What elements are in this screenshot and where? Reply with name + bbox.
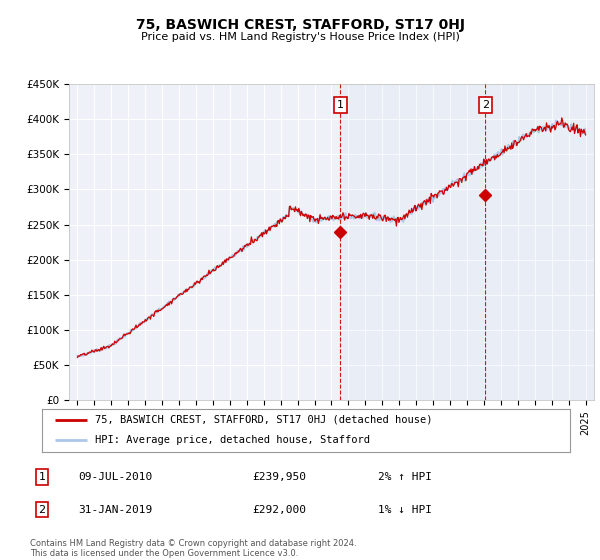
Text: 1: 1 [38,472,46,482]
Text: HPI: Average price, detached house, Stafford: HPI: Average price, detached house, Staf… [95,435,370,445]
Text: Price paid vs. HM Land Registry's House Price Index (HPI): Price paid vs. HM Land Registry's House … [140,32,460,43]
Text: 2: 2 [38,505,46,515]
Text: £292,000: £292,000 [252,505,306,515]
Bar [340,84,485,400]
Text: 31-JAN-2019: 31-JAN-2019 [78,505,152,515]
Text: Contains HM Land Registry data © Crown copyright and database right 2024.
This d: Contains HM Land Registry data © Crown c… [30,539,356,558]
Text: £239,950: £239,950 [252,472,306,482]
Text: 2% ↑ HPI: 2% ↑ HPI [378,472,432,482]
Text: 1: 1 [337,100,344,110]
Bar [485,84,594,400]
Text: 2: 2 [482,100,489,110]
Text: 75, BASWICH CREST, STAFFORD, ST17 0HJ (detached house): 75, BASWICH CREST, STAFFORD, ST17 0HJ (d… [95,415,432,424]
Text: 1% ↓ HPI: 1% ↓ HPI [378,505,432,515]
Text: 75, BASWICH CREST, STAFFORD, ST17 0HJ: 75, BASWICH CREST, STAFFORD, ST17 0HJ [136,18,464,32]
Text: 09-JUL-2010: 09-JUL-2010 [78,472,152,482]
